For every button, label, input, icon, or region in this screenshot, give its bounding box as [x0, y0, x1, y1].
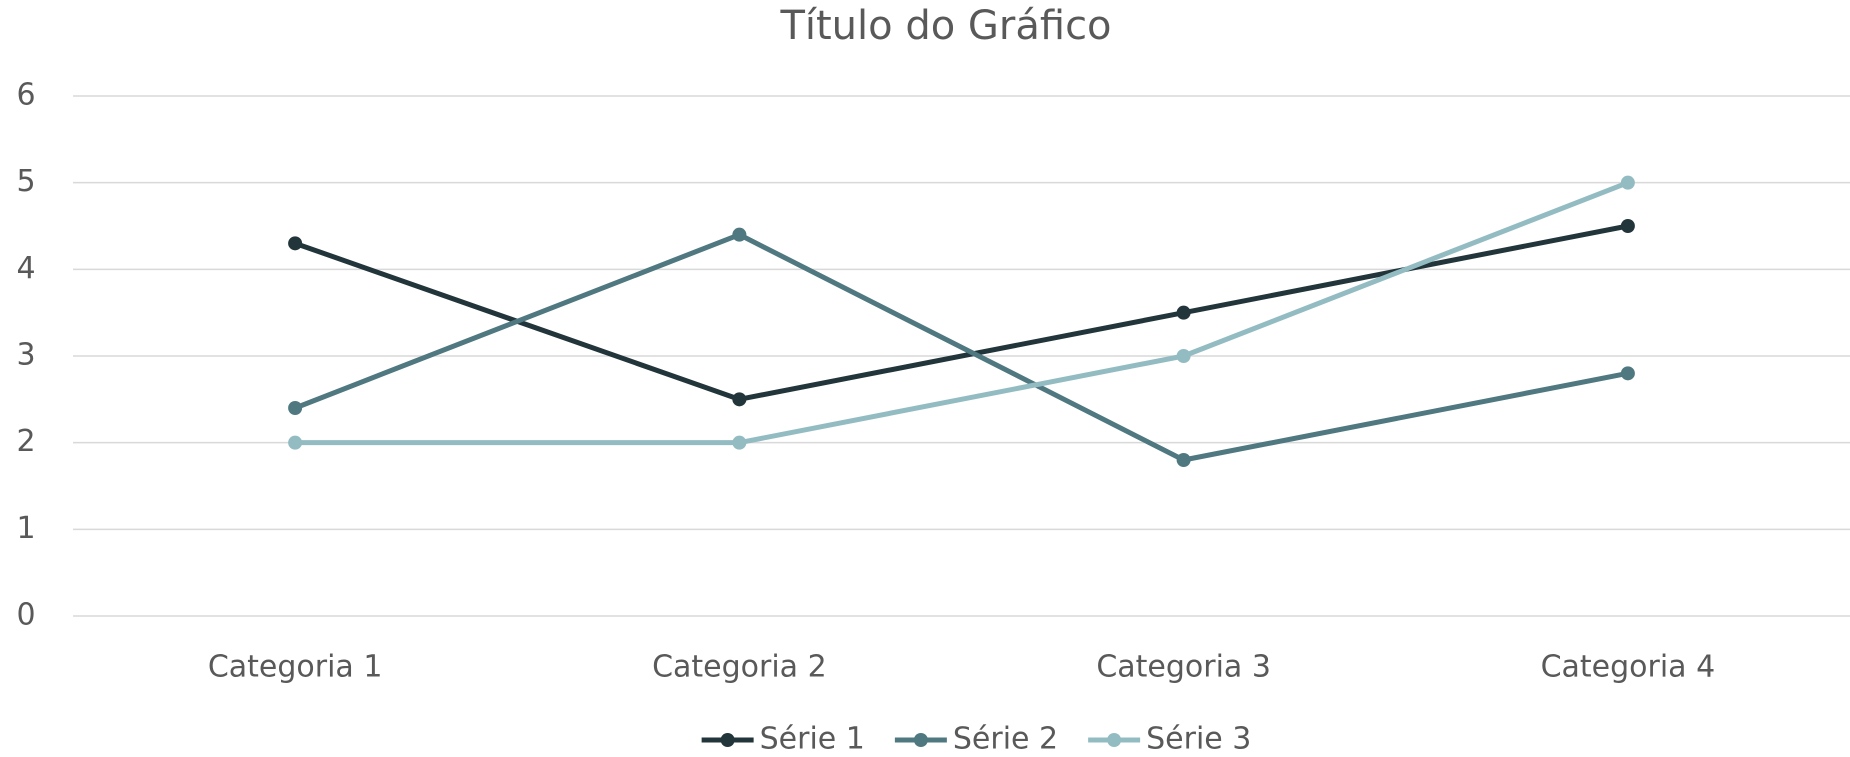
- legend-label: Série 2: [953, 722, 1058, 757]
- data-point: [288, 401, 303, 415]
- data-point: [732, 435, 747, 450]
- data-point: [288, 435, 303, 450]
- y-tick-label: 1: [16, 511, 35, 546]
- y-tick-label: 3: [16, 338, 35, 373]
- data-point: [1176, 453, 1191, 467]
- data-point: [1176, 349, 1191, 363]
- y-tick-label: 0: [16, 598, 35, 633]
- y-tick-label: 5: [16, 164, 35, 199]
- legend-marker: [913, 733, 928, 747]
- data-point: [1620, 175, 1635, 190]
- y-tick-label: 4: [16, 251, 35, 286]
- chart-title: Título do Gráfico: [779, 3, 1111, 49]
- data-point: [732, 392, 747, 407]
- x-tick-label: Categoria 3: [1096, 650, 1271, 685]
- legend-marker: [720, 733, 735, 747]
- legend-label: Série 1: [760, 722, 865, 757]
- x-tick-label: Categoria 1: [208, 650, 383, 685]
- legend-marker: [1107, 733, 1122, 747]
- y-tick-label: 2: [16, 424, 35, 459]
- x-tick-label: Categoria 2: [652, 650, 827, 685]
- series-line: [295, 180, 1629, 446]
- x-tick-label: Categoria 4: [1541, 650, 1716, 685]
- series-line: [294, 232, 1629, 463]
- legend-label: Série 3: [1146, 722, 1251, 757]
- data-point: [1620, 366, 1635, 381]
- data-point: [288, 236, 303, 251]
- data-point: [732, 227, 747, 242]
- data-point: [1620, 219, 1635, 233]
- data-point: [1176, 305, 1191, 320]
- y-tick-label: 6: [16, 78, 35, 113]
- series-line: [294, 223, 1629, 402]
